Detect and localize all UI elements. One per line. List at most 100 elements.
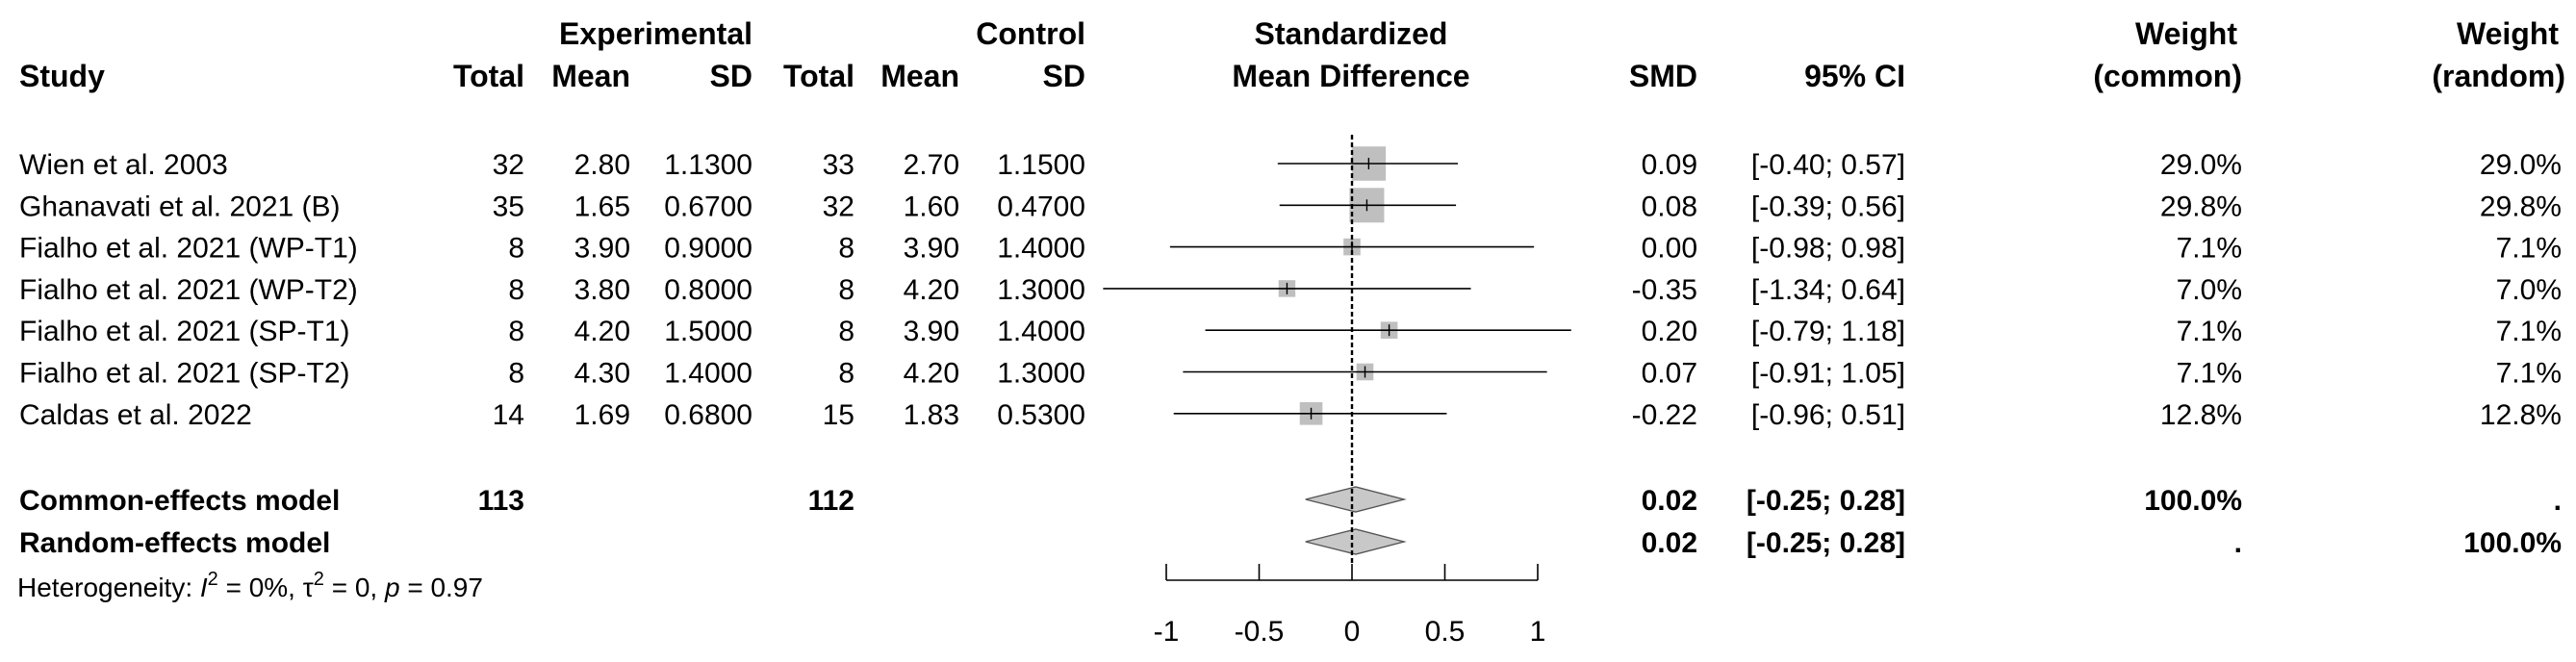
smd-value: 0.00 (1642, 233, 1697, 265)
study-name: Wien et al. 2003 (19, 149, 228, 181)
x-axis-tick-label: -0.5 (1235, 616, 1285, 648)
heterogeneity-i2-sup: 2 (208, 569, 218, 590)
heterogeneity-p-value: = 0.97 (400, 573, 483, 602)
ci-value: [-0.40; 0.57] (1751, 149, 1905, 181)
ctrl-mean: 2.70 (904, 149, 959, 181)
heterogeneity-tau2-sup: 2 (314, 569, 324, 590)
model-weight-common: . (2234, 527, 2242, 559)
study-name: Fialho et al. 2021 (SP-T1) (19, 316, 350, 347)
exp-sd: 0.6800 (664, 399, 752, 431)
ctrl-sd: 0.4700 (997, 191, 1085, 222)
exp-total: 8 (508, 316, 524, 347)
study-name: Fialho et al. 2021 (SP-T2) (19, 358, 350, 390)
weight-random: 7.1% (2496, 233, 2562, 265)
plot-layer: Wien et al. 2003 32 2. 8 0 1.1300 33 2.70 1.1500… (19, 135, 2562, 648)
weight-random: 12.8% (2480, 399, 2562, 431)
weight-common: 7.1% (2177, 358, 2242, 390)
ci-value: [-0.96; 0.51] (1751, 399, 1905, 431)
smd-value: 0.08 (1642, 191, 1697, 222)
study-name: Fialho et al. 2021 (WP-T2) (19, 274, 358, 306)
header-weight-random-line2: (random) (2432, 59, 2565, 93)
heterogeneity-tau2-symbol: τ (303, 573, 314, 602)
study-name: Fialho et al. 2021 (WP-T1) (19, 233, 358, 265)
header-weight-random-line1: Weight (2457, 16, 2559, 51)
ctrl-mean: 1.60 (904, 191, 959, 222)
smd-value: -0.35 (1632, 274, 1697, 306)
weight-common: 7.1% (2177, 233, 2242, 265)
exp-total: 14 (493, 399, 524, 431)
exp-mean: 4.30 (574, 358, 630, 390)
header-ci: 95% CI (1804, 59, 1905, 93)
header-exp-sd: SD (710, 59, 752, 93)
model-smd: 0.02 (1642, 527, 1697, 559)
ctrl-sd: 1.4000 (997, 233, 1085, 265)
header-ctrl-total: Total (783, 59, 854, 93)
model-diamond (1305, 486, 1407, 513)
study-name: Ghanavati et al. 2021 (B) (19, 191, 341, 222)
weight-common: 7.1% (2177, 316, 2242, 347)
ctrl-total: 33 (823, 149, 854, 181)
weight-common: 29.8% (2160, 191, 2242, 222)
model-diamond (1305, 528, 1407, 555)
study-name: Caldas et al. 2022 (19, 399, 252, 431)
exp-total: 32 (493, 149, 524, 181)
weight-common: 12.8% (2160, 399, 2242, 431)
weight-common: 7.0% (2177, 274, 2242, 306)
ctrl-total: 8 (838, 274, 854, 306)
ctrl-total: 8 (838, 316, 854, 347)
weight-random: 7.1% (2496, 316, 2562, 347)
ctrl-total: 8 (838, 358, 854, 390)
ctrl-mean: 1.83 (904, 399, 959, 431)
model-exp-total: 113 (478, 485, 524, 517)
ctrl-mean: 3.90 (904, 316, 959, 347)
weight-random: 7.1% (2496, 358, 2562, 390)
exp-total: 8 (508, 358, 524, 390)
exp-mean: 3.90 (574, 233, 630, 265)
ci-value: [-0.91; 1.05] (1751, 358, 1905, 390)
model-ci: [-0.25; 0.28] (1747, 485, 1905, 517)
exp-total: 8 (508, 274, 524, 306)
exp-sd: 1.1300 (664, 149, 752, 181)
header-exp-total: Total (453, 59, 524, 93)
exp-total: 8 (508, 233, 524, 265)
model-ctrl-total: 112 (808, 485, 854, 517)
ctrl-sd: 0.5300 (997, 399, 1085, 431)
weight-random: 29.8% (2480, 191, 2562, 222)
heterogeneity-p-symbol: p (384, 573, 400, 602)
header-experimental: Experimental (559, 16, 752, 51)
x-axis-tick-label: -1 (1154, 616, 1180, 648)
smd-value: 0.07 (1642, 358, 1697, 390)
weight-common: 29.0% (2160, 149, 2242, 181)
x-axis-tick-label: 0 (1344, 616, 1361, 648)
header-exp-mean: Mean (551, 59, 630, 93)
ci-value: [-0.98; 0.98] (1751, 233, 1905, 265)
header-smd: SMD (1629, 59, 1697, 93)
heterogeneity-i2-symbol: I (200, 573, 208, 602)
ctrl-sd: 1.3000 (997, 274, 1085, 306)
ctrl-mean: 4.20 (904, 358, 959, 390)
heterogeneity-text: Heterogeneity: I2 = 0%, τ2 = 0, p = 0.97 (17, 569, 483, 602)
smd-value: 0.09 (1642, 149, 1697, 181)
weight-random: 29.0% (2480, 149, 2562, 181)
model-weight-common: 100.0% (2144, 485, 2242, 517)
header-control: Control (976, 16, 1085, 51)
header-ctrl-sd: SD (1043, 59, 1085, 93)
weight-random: 7.0% (2496, 274, 2562, 306)
exp-mean: 3.80 (574, 274, 630, 306)
x-axis-tick-label: 0.5 (1425, 616, 1466, 648)
ctrl-total: 15 (823, 399, 854, 431)
header-effect-line2: Mean Difference (1232, 59, 1469, 93)
ctrl-mean: 3.90 (904, 233, 959, 265)
ctrl-sd: 1.1500 (997, 149, 1085, 181)
heterogeneity-i2-value: = 0%, (218, 573, 303, 602)
model-name: Random-effects model (19, 527, 330, 559)
smd-value: 0.20 (1642, 316, 1697, 347)
model-weight-random: 100.0% (2463, 527, 2562, 559)
heterogeneity-prefix: Heterogeneity: (17, 573, 200, 602)
model-weight-random: . (2554, 485, 2562, 517)
model-smd: 0.02 (1642, 485, 1697, 517)
exp-sd: 0.9000 (664, 233, 752, 265)
exp-mean: 4.20 (574, 316, 630, 347)
header-effect-line1: Standardized (1255, 16, 1448, 51)
header-weight-common-line2: (common) (2093, 59, 2242, 93)
